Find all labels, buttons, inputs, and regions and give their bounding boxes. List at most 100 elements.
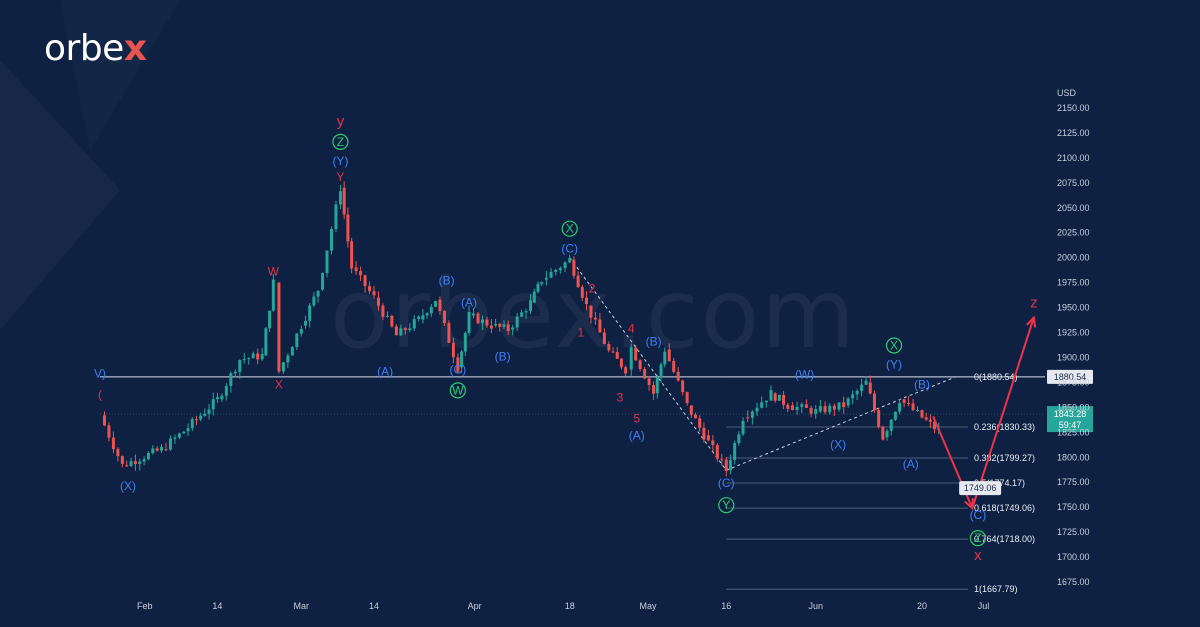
candle-body	[924, 417, 928, 420]
candle-body	[724, 459, 728, 472]
candle-body	[463, 332, 467, 352]
candle-body	[506, 324, 510, 331]
horizontal-line-value: 1880.54	[1054, 372, 1087, 382]
candle-body	[207, 409, 211, 414]
time-tick-label: May	[639, 601, 657, 611]
candle-body	[544, 277, 548, 280]
candle-body	[832, 405, 836, 410]
candle-body	[438, 299, 442, 311]
candle-body	[515, 316, 519, 328]
target-price-badge	[959, 481, 1002, 496]
candle-body	[681, 380, 685, 393]
candle-body	[372, 291, 376, 296]
candle-body	[494, 323, 498, 326]
fib-level-label: 0.236(1830.33)	[974, 422, 1035, 432]
candle-body	[750, 411, 754, 418]
candle-body	[911, 403, 915, 411]
candle-body	[877, 410, 881, 427]
candle-body	[576, 275, 580, 288]
candle-body	[215, 397, 219, 400]
candle-body	[238, 359, 242, 372]
candle-body	[164, 449, 168, 451]
candle-body	[741, 421, 745, 435]
candle-body	[425, 313, 429, 316]
candle-body	[814, 409, 818, 414]
candle-body	[589, 305, 593, 318]
candle-body	[281, 362, 285, 372]
candle-body	[655, 377, 659, 394]
candle-body	[933, 421, 937, 430]
candle-body	[540, 281, 544, 284]
candle-body	[755, 407, 759, 412]
candle-body	[663, 351, 667, 365]
candle-body	[563, 262, 567, 269]
fib-level-label: 0(1880.54)	[974, 372, 1018, 382]
price-tick-label: 1900.00	[1057, 352, 1090, 362]
candle-body	[173, 437, 177, 439]
horizontal-line-badge	[1047, 369, 1093, 384]
wave-label-circle	[332, 133, 349, 150]
candle-body	[316, 290, 320, 297]
candle-body	[264, 328, 268, 356]
candle-body	[676, 371, 680, 381]
wave-label: (A)	[377, 364, 393, 378]
candle-body	[350, 241, 354, 269]
candle-body	[842, 402, 846, 408]
candle-body	[408, 328, 412, 331]
candle-body	[790, 405, 794, 411]
wave-label: (B)	[914, 377, 930, 391]
wave-label: Y	[336, 170, 344, 184]
candle-body	[889, 419, 893, 431]
candle-body	[672, 361, 676, 372]
candle-body	[855, 391, 859, 395]
wave-label: (C)	[561, 242, 578, 256]
candle-body	[846, 398, 850, 406]
candle-body	[308, 305, 312, 321]
time-tick-label: 14	[212, 601, 222, 611]
candle-body	[568, 258, 572, 263]
wave-label: (B)	[646, 334, 662, 348]
candle-body	[160, 446, 164, 451]
candle-body	[760, 402, 764, 408]
candle-body	[312, 296, 316, 306]
candle-body	[809, 407, 813, 414]
wave-label: (A)	[461, 296, 477, 310]
candle-body	[916, 410, 920, 412]
candle-body	[685, 392, 689, 404]
candle-body	[777, 394, 781, 401]
time-tick-label: Feb	[137, 601, 153, 611]
candle-body	[329, 229, 333, 251]
time-tick-label: 16	[721, 601, 731, 611]
candle-body	[511, 327, 515, 330]
candle-body	[363, 275, 367, 287]
candle-body	[368, 286, 372, 292]
candle-body	[447, 323, 451, 343]
wave-label: Y	[722, 498, 730, 512]
candle-body	[233, 371, 237, 374]
candle-body	[434, 301, 438, 307]
candle-body	[643, 369, 647, 379]
candle-body	[429, 306, 433, 314]
candle-body	[295, 333, 299, 348]
candle-body	[186, 428, 190, 432]
current-price-badge	[1047, 406, 1093, 433]
candle-body	[480, 319, 484, 324]
candle-body	[720, 458, 724, 460]
price-tick-label: 2100.00	[1057, 153, 1090, 163]
projection-arrow	[971, 317, 1035, 509]
candle-body	[224, 385, 228, 396]
wave-label: (B)	[439, 274, 455, 288]
candle-body	[220, 395, 224, 400]
candle-body	[920, 410, 924, 418]
candle-body	[615, 351, 619, 359]
candle-body	[549, 271, 553, 278]
price-tick-label: 2150.00	[1057, 103, 1090, 113]
candle-body	[607, 343, 611, 351]
candle-body	[129, 461, 133, 466]
candle-body	[155, 448, 159, 451]
candle-body	[902, 399, 906, 403]
wave-label: X	[275, 377, 283, 391]
price-tick-label: 1775.00	[1057, 477, 1090, 487]
candle-body	[737, 434, 741, 443]
candle-body	[698, 418, 702, 428]
